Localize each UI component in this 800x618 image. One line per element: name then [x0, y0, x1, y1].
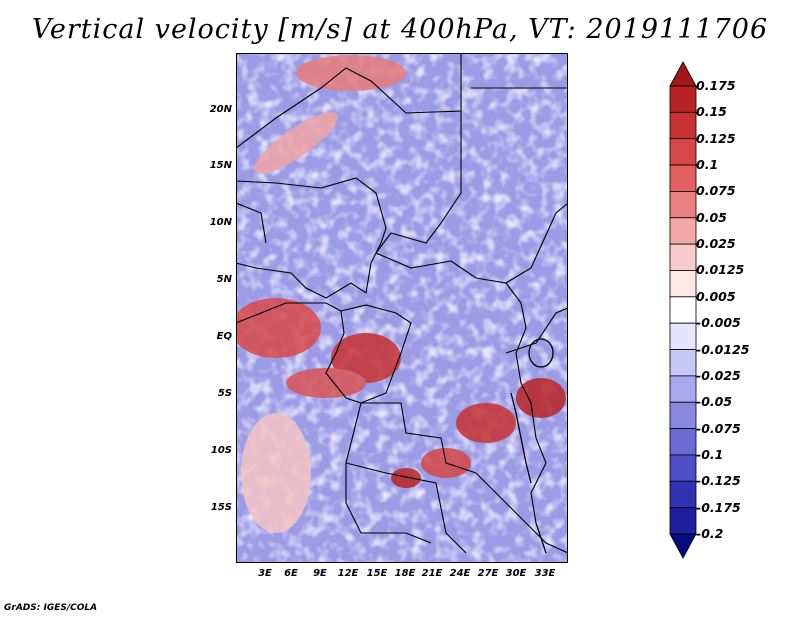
- colorbar-swatch: [669, 375, 697, 403]
- colorbar-swatch: [669, 85, 697, 113]
- lon-label: 9E: [313, 568, 327, 579]
- colorbar-label: 0.005: [696, 288, 736, 304]
- lon-label: 27E: [477, 568, 499, 579]
- colorbar-label: 0.0125: [696, 262, 745, 278]
- colorbar-label: 0.075: [696, 183, 736, 199]
- colorbar-label: 0.15: [696, 104, 727, 120]
- chart-title: Vertical velocity [m/s] at 400hPa, VT: 2…: [31, 14, 769, 45]
- colorbar-swatch: [669, 428, 697, 456]
- colorbar-swatch: [669, 138, 697, 166]
- lat-label: 10N: [209, 217, 232, 228]
- colorbar-label: 0.175: [696, 78, 736, 93]
- vertical-velocity-map: [236, 53, 568, 563]
- colorbar-swatch: [669, 507, 697, 535]
- colorbar-swatch: [669, 270, 697, 298]
- colorbar-label: 0.1: [696, 157, 719, 173]
- lon-label: 15E: [366, 568, 388, 579]
- lon-label: 6E: [284, 568, 298, 579]
- lat-label: 10S: [210, 445, 232, 456]
- colorbar: [669, 61, 697, 559]
- colorbar-label: -0.025: [696, 367, 741, 383]
- lat-label: 20N: [209, 104, 232, 115]
- colorbar-swatch: [669, 191, 697, 219]
- ascent-patches: [236, 55, 566, 533]
- lat-label: 5N: [216, 274, 232, 285]
- lat-label: EQ: [216, 331, 232, 342]
- colorbar-label: -0.175: [696, 499, 741, 515]
- colorbar-swatch: [669, 349, 697, 377]
- colorbar-swatch: [669, 322, 697, 350]
- colorbar-swatch: [669, 296, 697, 324]
- colorbar-swatch: [669, 217, 697, 245]
- colorbar-swatch: [669, 454, 697, 482]
- lon-label: 21E: [421, 568, 443, 579]
- country-borders: [236, 53, 568, 554]
- lon-label: 24E: [449, 568, 471, 579]
- colorbar-swatch: [669, 61, 697, 87]
- colorbar-label: -0.1: [696, 446, 724, 462]
- lon-label: 18E: [394, 568, 416, 579]
- lon-label: 33E: [534, 568, 556, 579]
- colorbar-swatch: [669, 111, 697, 140]
- lon-label: 30E: [505, 568, 527, 579]
- lon-label: 12E: [337, 568, 359, 579]
- colorbar-label: -0.05: [696, 394, 733, 410]
- colorbar-label: -0.075: [696, 420, 741, 436]
- colorbar-label: 0.05: [696, 209, 727, 225]
- lon-label: 3E: [258, 568, 272, 579]
- lat-label: 5S: [217, 388, 232, 399]
- colorbar-swatch: [669, 243, 697, 271]
- colorbar-swatch: [669, 401, 697, 429]
- colorbar-swatch: [669, 480, 697, 509]
- lat-label: 15S: [210, 502, 232, 513]
- grads-credit: GrADS: IGES/COLA: [4, 603, 98, 613]
- colorbar-label: -0.0125: [696, 341, 750, 357]
- colorbar-label: -0.005: [696, 315, 741, 331]
- colorbar-swatch: [669, 164, 697, 192]
- colorbar-label: 0.025: [696, 236, 736, 252]
- colorbar-label: -0.125: [696, 473, 741, 489]
- lat-label: 15N: [209, 160, 232, 171]
- colorbar-label: 0.125: [696, 130, 736, 146]
- lakes: [510, 338, 554, 554]
- colorbar-swatch: [669, 533, 697, 559]
- colorbar-label: -0.2: [696, 526, 724, 541]
